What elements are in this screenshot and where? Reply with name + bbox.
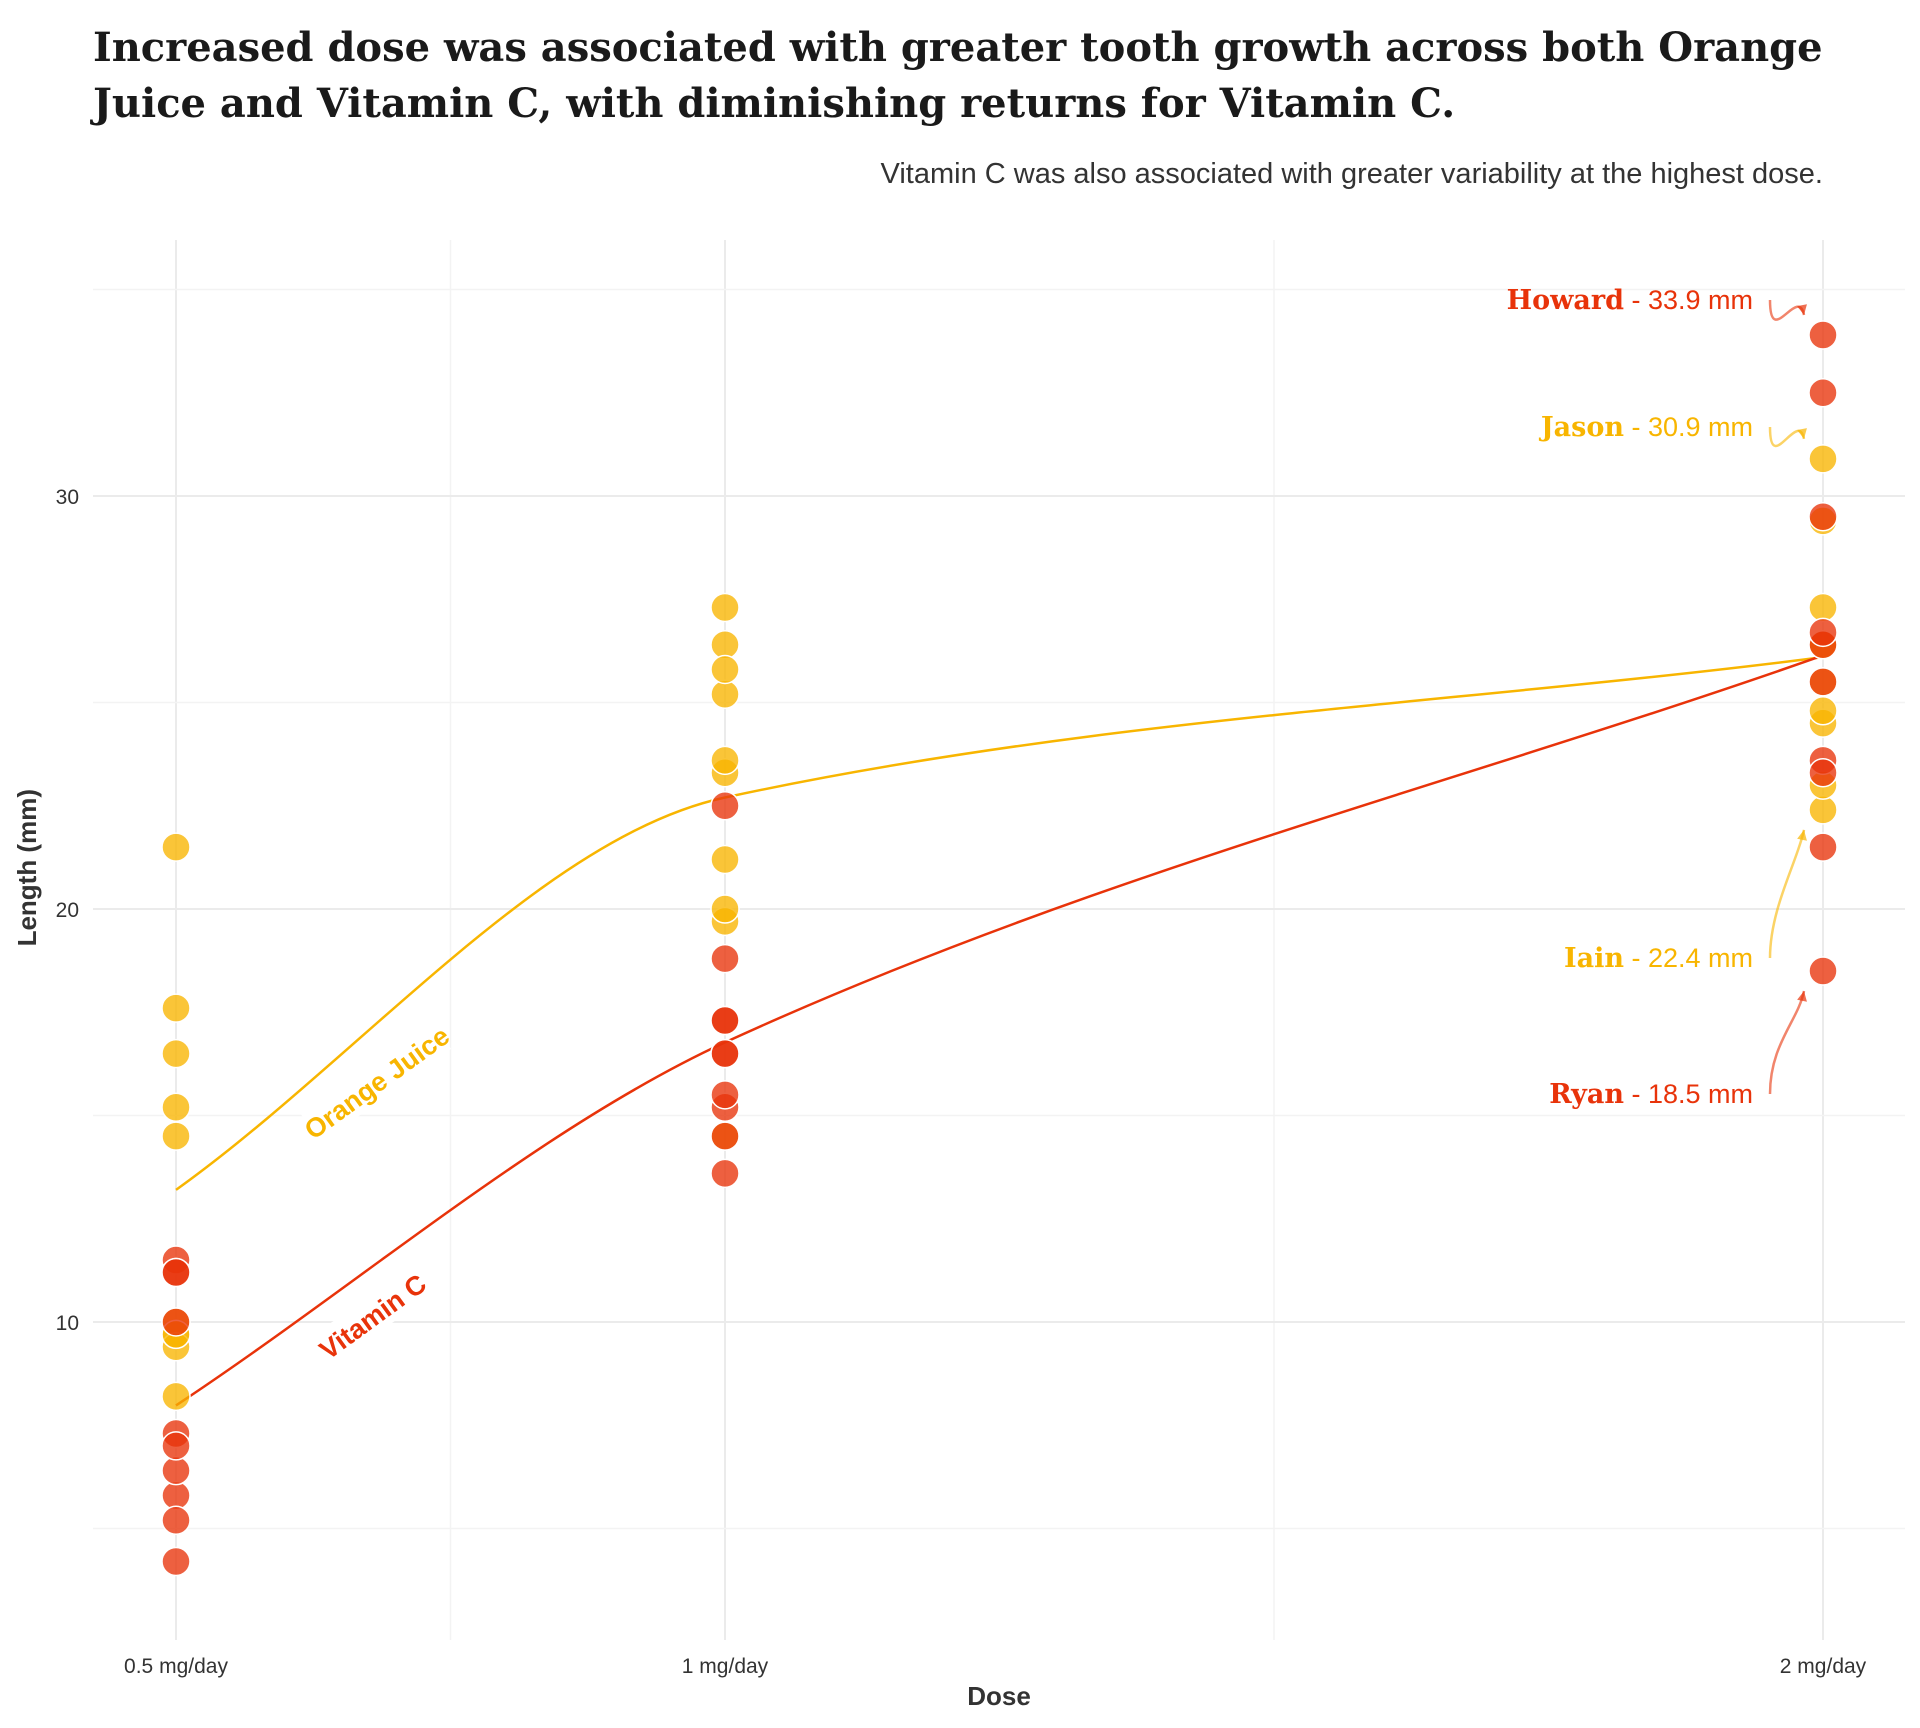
annotation-arrowhead [1797,304,1807,315]
data-points [161,320,1838,1577]
annotation-name: Ryan [1549,1079,1624,1110]
data-point-vitamin-c [710,943,740,974]
chart-title: Increased dose was associated with great… [93,24,1823,127]
data-point-orange-juice [161,832,191,862]
annotation-name: Jason [1539,412,1624,443]
curve-label: Orange Juice [299,1021,455,1146]
data-point-orange-juice [710,894,740,924]
y-tick-label: 10 [56,1312,79,1335]
annotation-label: Iain - 22.4 mm [1564,943,1753,974]
data-point-vitamin-c [1808,617,1838,648]
data-point-orange-juice [161,993,191,1023]
data-point-vitamin-c [161,1505,191,1535]
trend-lines: Orange Juice Vitamin C [175,654,1824,1407]
curve-label-background [300,1019,452,1143]
data-point-orange-juice [710,844,740,875]
x-axis-title: Dose [967,1681,1031,1711]
y-axis-title: Length (mm) [12,789,42,946]
data-point-orange-juice [710,679,740,710]
y-tick-label: 30 [56,486,79,509]
data-point-orange-juice [161,1381,191,1412]
annotation-arrowhead [1797,990,1807,1002]
data-point-vitamin-c [1808,378,1838,408]
data-point-vitamin-c [161,1546,191,1577]
data-point-orange-juice [161,1121,191,1151]
data-point-vitamin-c [161,1455,191,1486]
data-point-vitamin-c [710,1158,740,1189]
data-point-vitamin-c [1808,501,1838,532]
data-point-orange-juice [710,592,740,623]
chart-subtitle: Vitamin C was also associated with great… [880,158,1823,190]
annotation-value: - 30.9 mm [1624,412,1753,442]
annotation-arrowhead [1797,428,1807,439]
gridlines [93,240,1905,1640]
x-tick-label: 1 mg/day [682,1655,769,1678]
data-point-vitamin-c [1808,832,1838,862]
data-point-orange-juice [710,629,740,660]
annotation-arrow [1768,829,1806,959]
curve-label-background [296,1253,448,1377]
x-tick-label: 2 mg/day [1780,1655,1867,1678]
data-point-vitamin-c [710,1121,740,1151]
data-point-vitamin-c [1808,757,1838,788]
curve-label-group: Orange Juice [299,1019,455,1146]
x-tick-label: 0.5 mg/day [124,1655,228,1678]
curve-label: Vitamin C [314,1268,432,1365]
trend-line-vitamin-c [175,654,1824,1407]
annotation-value: - 22.4 mm [1624,943,1753,973]
annotation-arrowhead [1797,829,1807,841]
data-point-vitamin-c [710,1080,740,1110]
data-point-vitamin-c [161,1431,191,1461]
annotation-name: Howard [1507,285,1624,316]
annotation-arrow [1768,990,1806,1095]
data-point-vitamin-c [161,1257,191,1288]
data-point-vitamin-c [1808,667,1838,697]
annotations: Howard - 33.9 mm Jason - 30.9 mm Iain - 22… [1507,285,1807,1110]
data-point-orange-juice [161,1038,191,1069]
annotation-arrow [1768,299,1806,321]
curve-label-group: Vitamin C [296,1253,448,1377]
data-point-orange-juice [1808,795,1838,825]
data-point-orange-juice [161,1092,191,1123]
annotation-name: Iain [1564,943,1624,974]
data-point-vitamin-c [161,1480,191,1511]
data-point-orange-juice [710,654,740,685]
annotation-label: Jason - 30.9 mm [1539,412,1753,443]
data-point-vitamin-c [1808,320,1838,350]
data-point-orange-juice [1808,592,1838,623]
annotation-label: Ryan - 18.5 mm [1549,1079,1753,1110]
trend-line-orange-juice [175,655,1824,1191]
data-point-vitamin-c [710,791,740,821]
annotation-value: - 18.5 mm [1624,1079,1753,1109]
data-point-orange-juice [1808,696,1838,726]
annotation-value: - 33.9 mm [1624,285,1753,315]
data-point-vitamin-c [710,1038,740,1069]
y-tick-label: 20 [56,899,79,922]
data-point-vitamin-c [161,1307,191,1337]
annotation-label: Howard - 33.9 mm [1507,285,1753,316]
data-point-vitamin-c [1808,956,1838,986]
data-point-vitamin-c [710,1005,740,1036]
axes: 0.5 mg/day 1 mg/day 2 mg/day 10 20 30 Dose Leng… [12,486,1867,1711]
data-point-orange-juice [1808,444,1838,474]
data-point-orange-juice [710,745,740,776]
